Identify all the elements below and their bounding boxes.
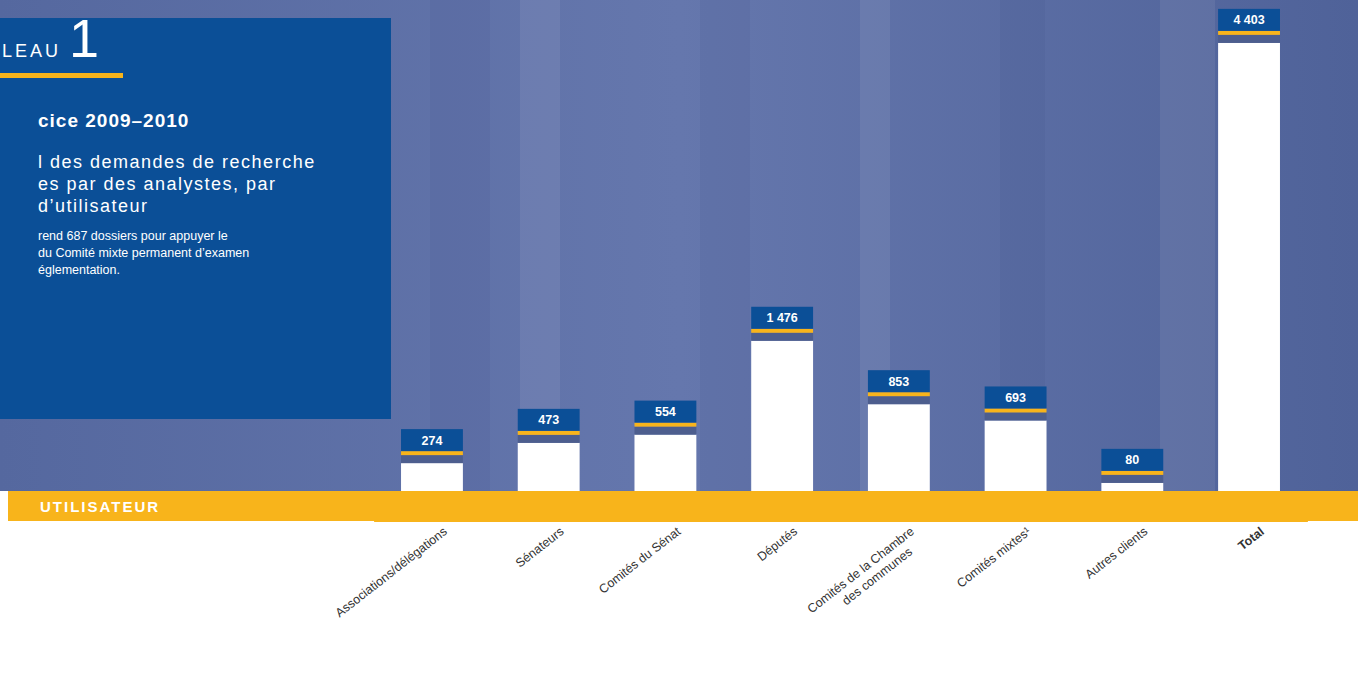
annotation: rend 687 dossiers pour appuyer le: [38, 229, 228, 243]
label-stripe: [401, 455, 463, 463]
axis-line: [374, 521, 1308, 522]
bar: [985, 420, 1047, 491]
tick: Total: [1235, 521, 1266, 553]
bar: [634, 435, 696, 491]
subtitle: es par des analystes, par: [38, 174, 277, 194]
annotation: églementation.: [38, 263, 120, 277]
label-stripe: [1218, 31, 1280, 35]
tick: Députés: [755, 521, 800, 564]
subtitle: l des demandes de recherche: [38, 152, 316, 172]
data-label: 554: [655, 405, 676, 419]
tick-label: Comités de la Chambredes communes: [805, 524, 926, 628]
bar: [868, 404, 930, 491]
data-labels: 274 473 554 1 476 853 693 80 4 403: [401, 9, 1280, 483]
tick-label: Associations/délégations: [333, 524, 450, 620]
tick: Comités de la Chambredes communes: [805, 521, 926, 628]
axis-title: UTILISATEUR: [40, 498, 160, 515]
tick: Autres clients: [1082, 521, 1150, 582]
axis-band: [8, 491, 1358, 521]
annotation: du Comité mixte permanent d’examen: [38, 246, 249, 260]
tick-label: Sénateurs: [513, 524, 567, 570]
data-label: 4 403: [1233, 13, 1264, 27]
label-stripe: [634, 423, 696, 427]
data-label: 80: [1125, 453, 1139, 467]
label-box: [634, 401, 696, 423]
bar: [401, 463, 463, 491]
title-underline: [0, 73, 123, 78]
label-box: [1101, 449, 1163, 471]
bar: [518, 443, 580, 491]
tick: Associations/délégations: [333, 521, 450, 620]
label-box: [401, 429, 463, 451]
label-box: [868, 370, 930, 392]
label-box: [985, 386, 1047, 408]
label-stripe: [401, 451, 463, 455]
label-stripe: [985, 412, 1047, 420]
tick-label: Total: [1235, 524, 1266, 553]
label-stripe: [1218, 35, 1280, 43]
label-stripe: [1101, 471, 1163, 475]
bar: [1101, 483, 1163, 491]
label-box: [1218, 9, 1280, 31]
label-box: [518, 409, 580, 431]
tick: Comités du Sénat: [596, 521, 683, 597]
label-stripe: [634, 427, 696, 435]
tick: Sénateurs: [513, 521, 567, 570]
label-stripe: [518, 435, 580, 443]
label-stripe: [751, 329, 813, 333]
shelf: [1160, 0, 1215, 491]
subtitle: d’utilisateur: [38, 196, 149, 216]
shelf: [700, 0, 750, 491]
label-box: [751, 307, 813, 329]
bars: [401, 43, 1280, 491]
table-label: LEAU 1: [2, 8, 99, 68]
tick: Comités mixtes¹: [954, 521, 1033, 591]
background: [0, 0, 1358, 491]
data-label: 853: [888, 375, 909, 389]
chart: LEAU 1 cice 2009–2010 l des demandes de re…: [0, 0, 1358, 681]
data-label: 1 476: [766, 311, 797, 325]
title: cice 2009–2010: [38, 110, 189, 131]
data-label: 274: [422, 434, 443, 448]
label-stripe: [985, 408, 1047, 412]
data-label: 693: [1005, 391, 1026, 405]
label-stripe: [518, 431, 580, 435]
tick-label: Autres clients: [1082, 524, 1150, 581]
bar: [751, 341, 813, 491]
label-stripe: [868, 396, 930, 404]
data-label: 473: [538, 413, 559, 427]
tick-label: Comités du Sénat: [596, 524, 683, 597]
shelves: [430, 0, 1215, 491]
label-stripe: [1101, 475, 1163, 483]
bar: [1218, 43, 1280, 491]
tick-label: Députés: [755, 524, 800, 564]
x-axis: Associations/délégations Sénateurs Comités…: [333, 521, 1308, 628]
tick-label: Comités mixtes¹: [954, 524, 1033, 590]
title-box: [0, 18, 391, 419]
shelf: [430, 0, 490, 491]
label-stripe: [751, 333, 813, 341]
label-stripe: [868, 392, 930, 396]
